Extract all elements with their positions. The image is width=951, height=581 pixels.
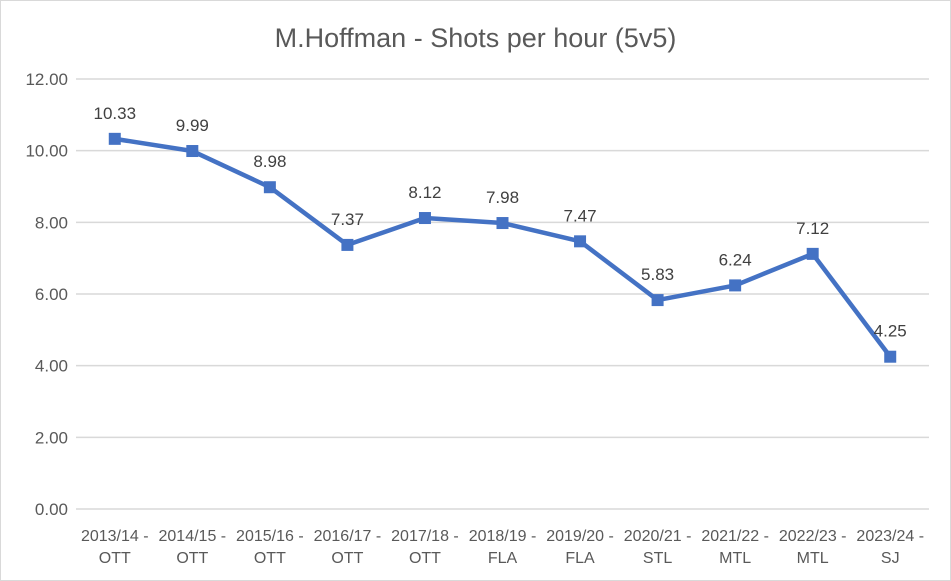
data-point-marker — [729, 279, 742, 292]
x-tick-label-team: SJ — [881, 550, 900, 567]
y-tick-label: 10.00 — [25, 142, 68, 161]
data-point-label: 7.47 — [563, 206, 596, 225]
x-tick-label-season: 2019/20 - — [546, 528, 614, 545]
x-tick-label-season: 2017/18 - — [391, 528, 459, 545]
x-tick-label-team: FLA — [488, 550, 518, 567]
x-tick-label-team: OTT — [409, 550, 441, 567]
x-tick-label-team: STL — [643, 550, 672, 567]
data-point-label: 8.12 — [408, 183, 441, 202]
data-point-label: 8.98 — [253, 152, 286, 171]
x-tick-label-season: 2014/15 - — [159, 528, 227, 545]
x-tick-label-season: 2022/23 - — [779, 528, 847, 545]
y-tick-label: 12.00 — [25, 70, 68, 89]
data-point-marker — [651, 294, 664, 307]
data-point-marker — [496, 217, 509, 230]
data-point-marker — [574, 235, 587, 248]
x-tick-label-season: 2013/14 - — [81, 528, 149, 545]
data-point-marker — [263, 181, 276, 194]
x-tick-label-season: 2015/16 - — [236, 528, 304, 545]
x-tick-label-season: 2020/21 - — [624, 528, 692, 545]
y-tick-label: 4.00 — [35, 357, 68, 376]
data-point-marker — [341, 238, 354, 251]
data-point-marker — [108, 132, 121, 145]
data-line — [112, 136, 893, 359]
chart-title: M.Hoffman - Shots per hour (5v5) — [274, 23, 677, 53]
data-point-marker — [806, 247, 819, 260]
x-tick-label-team: MTL — [797, 550, 829, 567]
y-tick-label: 0.00 — [35, 500, 68, 519]
data-point-label: 7.98 — [486, 188, 519, 207]
data-point-label: 4.25 — [874, 322, 907, 341]
x-tick-label-team: FLA — [565, 550, 595, 567]
y-tick-label: 6.00 — [35, 285, 68, 304]
x-tick-label-team: OTT — [254, 550, 286, 567]
x-tick-label-season: 2016/17 - — [314, 528, 382, 545]
data-point-marker — [186, 145, 199, 158]
y-tick-label: 2.00 — [35, 428, 68, 447]
x-tick-label-season: 2018/19 - — [469, 528, 537, 545]
x-tick-label-team: OTT — [331, 550, 363, 567]
data-point-label: 7.12 — [796, 219, 829, 238]
data-point-label: 7.37 — [331, 210, 364, 229]
y-tick-label: 8.00 — [35, 213, 68, 232]
x-tick-label-season: 2021/22 - — [701, 528, 769, 545]
data-point-marker — [418, 212, 431, 225]
x-tick-label-team: OTT — [99, 550, 131, 567]
data-point-label: 10.33 — [93, 104, 136, 123]
x-tick-label-team: MTL — [719, 550, 751, 567]
x-tick-label-team: OTT — [176, 550, 208, 567]
x-tick-label-season: 2023/24 - — [856, 528, 924, 545]
data-point-label: 9.99 — [176, 116, 209, 135]
data-point-marker — [884, 350, 897, 363]
data-point-label: 5.83 — [641, 265, 674, 284]
data-point-label: 6.24 — [719, 250, 752, 269]
